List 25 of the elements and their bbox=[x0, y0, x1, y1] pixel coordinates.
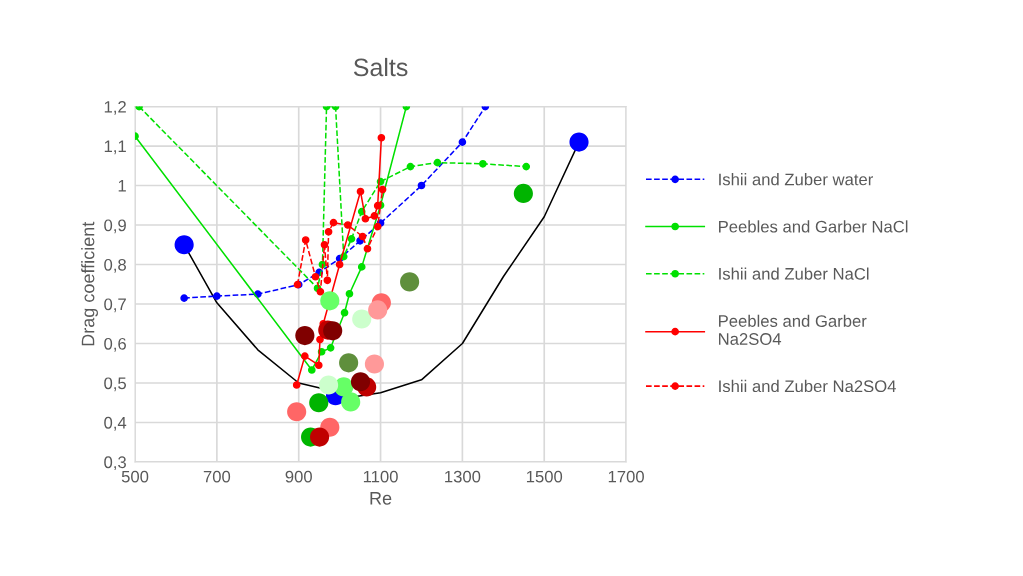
y-tick-label: 0,6 bbox=[104, 337, 126, 352]
y-tick-label: 0,5 bbox=[104, 377, 127, 392]
x-tick-label: 500 bbox=[121, 470, 149, 483]
x-axis-title: Re bbox=[370, 492, 392, 505]
y-tick-label: 0,3 bbox=[104, 456, 126, 471]
x-tick-label: 1500 bbox=[526, 470, 563, 483]
y-axis-title: Drag coefficient bbox=[81, 221, 98, 346]
x-tick-label: 1300 bbox=[445, 470, 481, 483]
legend-label: Peebles and Garber Na2SO4 bbox=[719, 314, 867, 345]
y-tick-label: 0,4 bbox=[104, 416, 127, 431]
y-tick-label: 0,9 bbox=[104, 219, 126, 234]
y-tick-label: 0,7 bbox=[104, 298, 126, 313]
x-tick-label: 1100 bbox=[363, 470, 398, 483]
x-tick-label: 1700 bbox=[608, 470, 644, 483]
y-tick-label: 1,1 bbox=[104, 140, 126, 155]
legend-label: Ishii and Zuber NaCl bbox=[719, 267, 869, 280]
y-tick-label: 1 bbox=[118, 180, 126, 192]
legend-label: Peebles and Garber NaCl bbox=[719, 220, 908, 233]
y-tick-label: 0,8 bbox=[104, 258, 126, 273]
y-tick-label: 1,2 bbox=[104, 100, 126, 115]
x-tick-label: 900 bbox=[285, 470, 312, 483]
chart-title: Salts bbox=[353, 57, 408, 77]
legend-label: Ishii and Zuber water bbox=[719, 173, 874, 186]
x-tick-label: 700 bbox=[203, 470, 231, 483]
legend-label: Ishii and Zuber Na2SO4 bbox=[719, 379, 896, 393]
